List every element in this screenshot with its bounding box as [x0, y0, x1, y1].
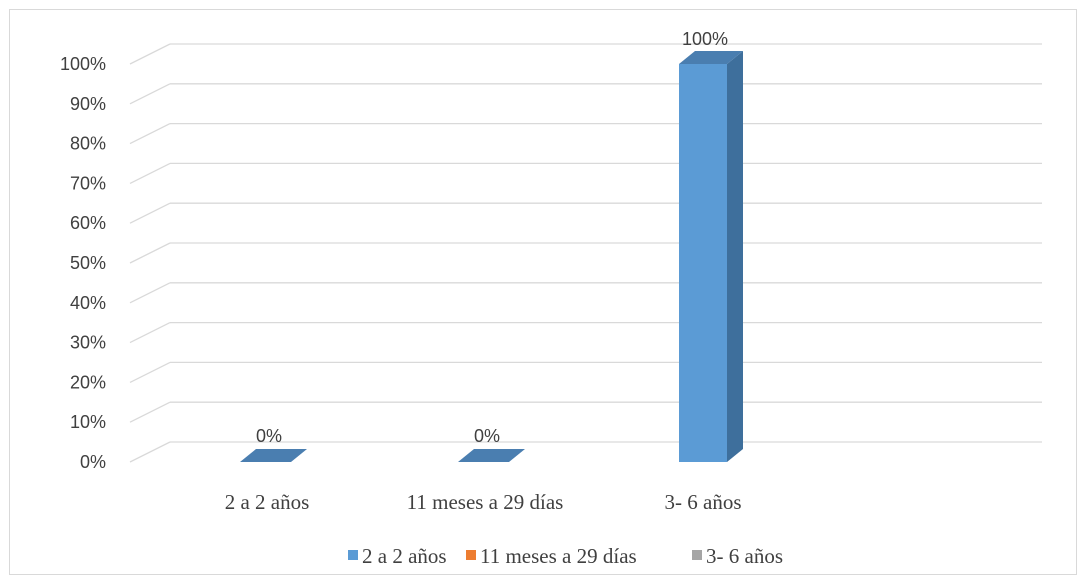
data-label: 100% [682, 29, 728, 49]
x-axis-categories: 2 a 2 años 11 meses a 29 días 3- 6 años [225, 490, 742, 514]
gridline-depth [129, 202, 171, 224]
y-tick-label: 60% [70, 213, 106, 233]
bars [240, 51, 743, 462]
gridline-depth [129, 441, 171, 463]
bar-top [679, 51, 743, 64]
legend-swatch [466, 550, 476, 560]
gridline-depth [129, 322, 171, 344]
gridline-depth [129, 361, 171, 383]
chart-frame [9, 9, 1077, 575]
gridline-depth [129, 401, 171, 423]
legend-swatch [692, 550, 702, 560]
y-tick-label: 20% [70, 372, 106, 392]
y-tick-label: 10% [70, 412, 106, 432]
x-category-label: 2 a 2 años [225, 490, 310, 514]
bar-side [727, 51, 743, 462]
data-labels: 0% 0% 100% [256, 29, 728, 446]
legend-swatch [348, 550, 358, 560]
x-category-label: 3- 6 años [665, 490, 742, 514]
data-label: 0% [474, 426, 500, 446]
bar-front [679, 64, 727, 462]
legend-label: 11 meses a 29 días [480, 544, 637, 568]
data-label: 0% [256, 426, 282, 446]
y-tick-label: 90% [70, 94, 106, 114]
y-tick-label: 100% [60, 54, 106, 74]
y-tick-label: 70% [70, 173, 106, 193]
y-tick-label: 40% [70, 293, 106, 313]
y-axis-ticks: 0% 10% 20% 30% 40% 50% 60% 70% 80% 90% 100% [60, 54, 106, 472]
x-category-label: 11 meses a 29 días [407, 490, 564, 514]
y-tick-label: 80% [70, 134, 106, 154]
gridline-depth [129, 123, 171, 145]
bar-flat [240, 449, 307, 462]
gridline-depth [129, 282, 171, 304]
gridline-depth [129, 43, 171, 65]
gridline-depth [129, 242, 171, 264]
legend-label: 3- 6 años [706, 544, 783, 568]
legend-label: 2 a 2 años [362, 544, 447, 568]
y-tick-label: 0% [80, 452, 106, 472]
y-tick-label: 50% [70, 253, 106, 273]
gridline-depth [129, 83, 171, 105]
y-tick-label: 30% [70, 333, 106, 353]
legend: 2 a 2 años 11 meses a 29 días 3- 6 años [348, 544, 783, 568]
gridline-depth [129, 162, 171, 184]
gridlines [129, 43, 1042, 463]
bar-flat [458, 449, 525, 462]
